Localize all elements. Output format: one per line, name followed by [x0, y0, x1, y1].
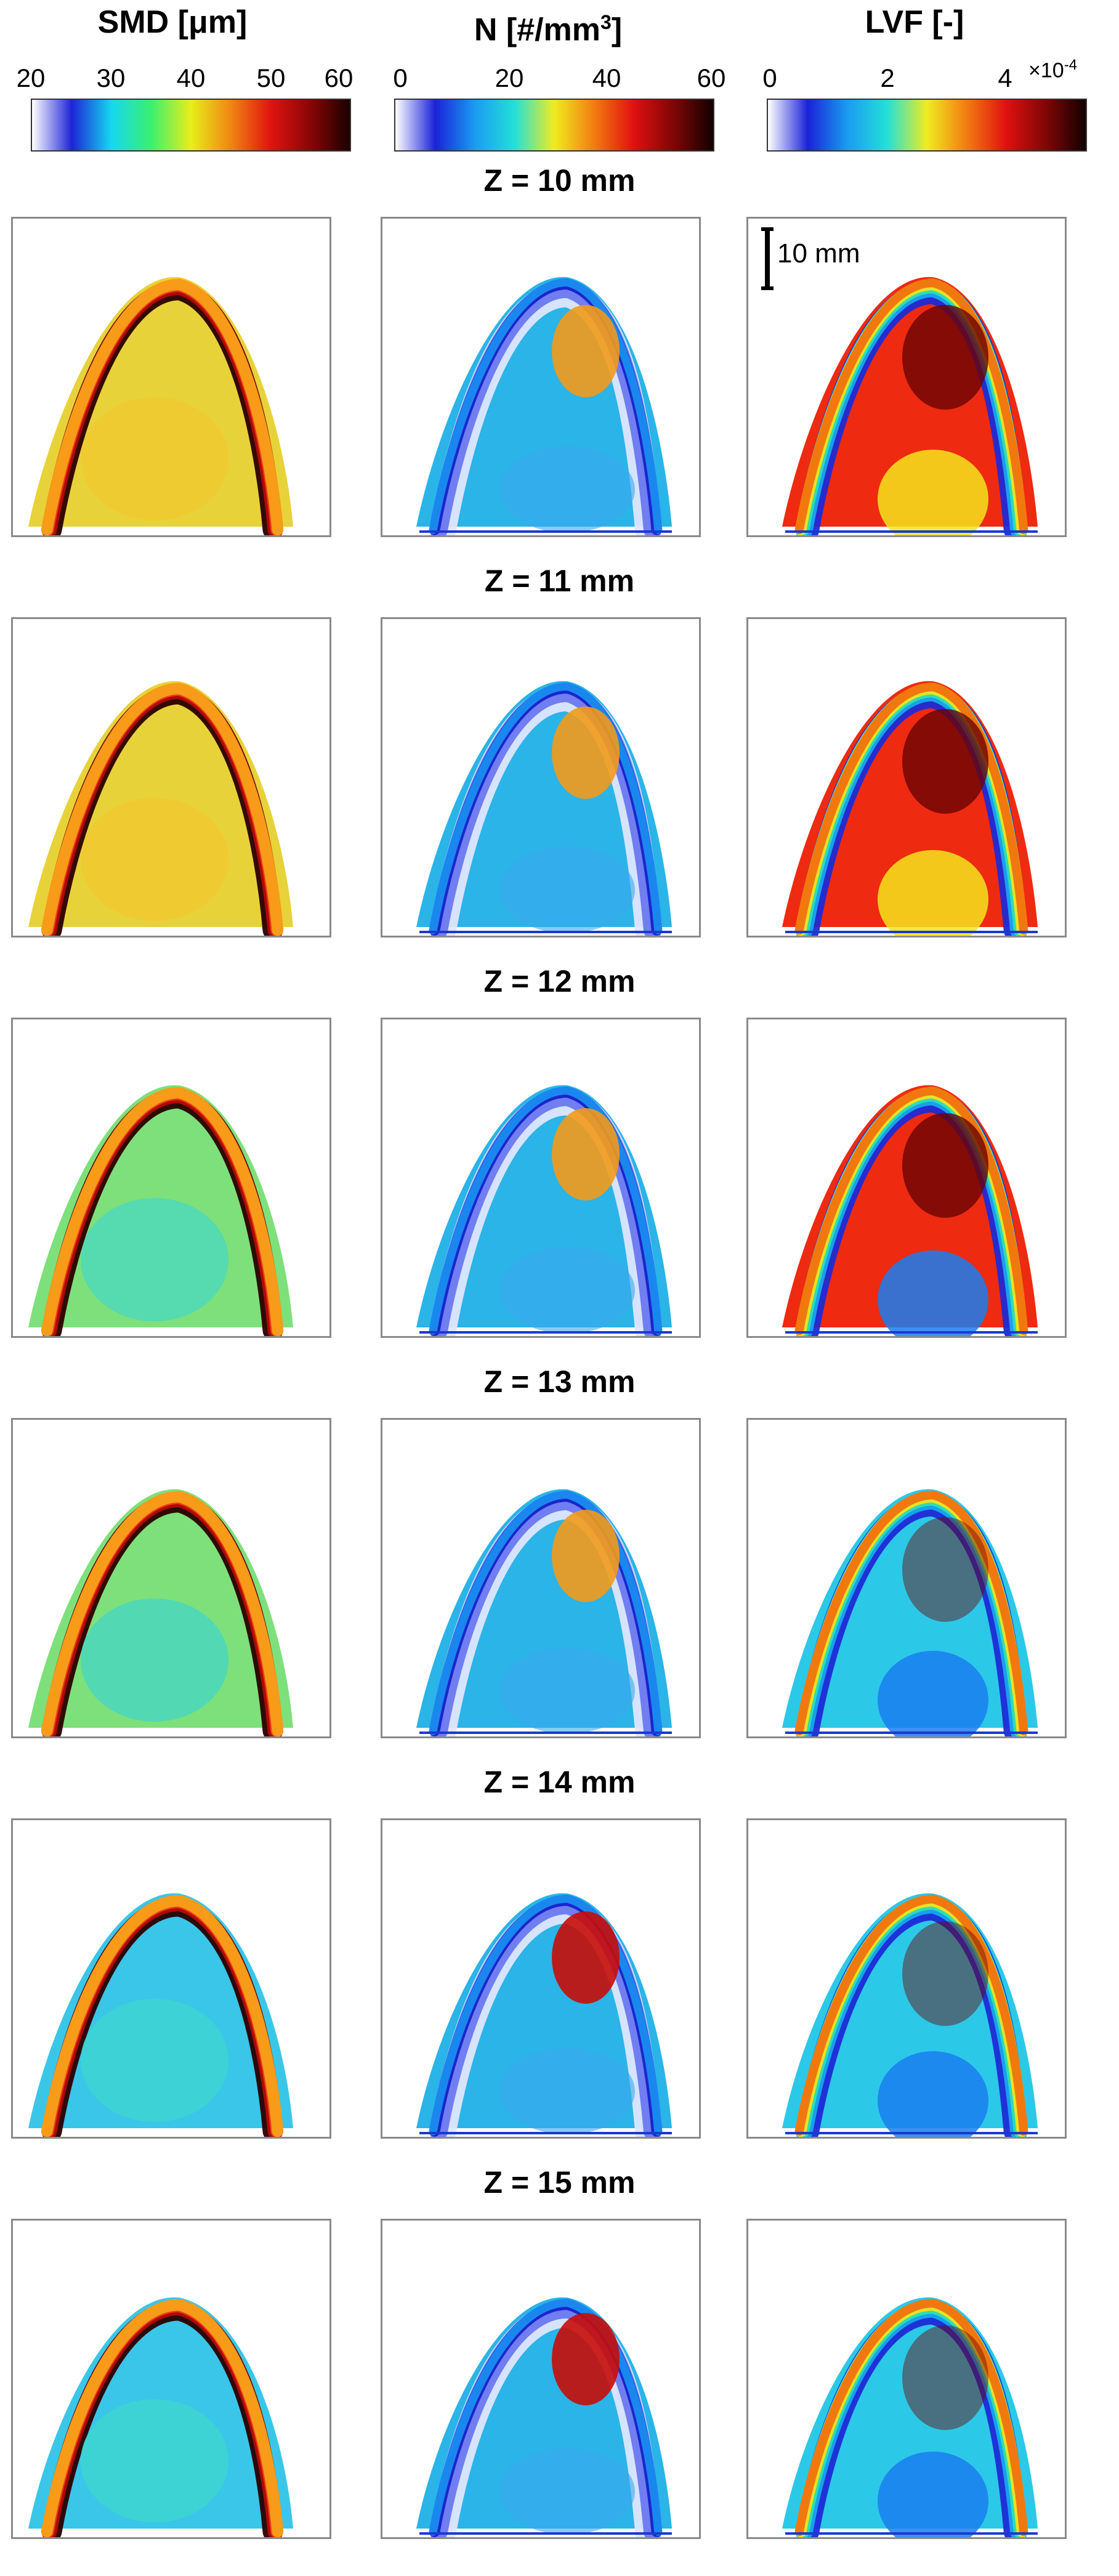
n-tick: 20 [495, 63, 524, 92]
z-label: Z = 15 mm [483, 2165, 636, 2200]
smd-tick: 50 [256, 63, 286, 92]
n-title-sup: 3 [600, 11, 612, 33]
scale-bar-cap-bottom [761, 286, 774, 290]
spray-image [782, 277, 1038, 535]
n-tick: 40 [592, 63, 621, 92]
lvf-tick: 0 [762, 63, 777, 92]
lvf-panel [746, 1818, 1067, 2139]
smd-panel [11, 2219, 331, 2539]
spray-image [416, 277, 672, 535]
lvf-tick: 4 [998, 63, 1012, 92]
spray-image [416, 2297, 672, 2537]
spray-image [28, 2297, 293, 2537]
smd-title: SMD [μm] [97, 4, 248, 40]
scale-bar-line [765, 229, 770, 289]
z-label: Z = 12 mm [483, 964, 636, 998]
scale-bar: 10 mm [761, 225, 860, 293]
n-tick: 60 [697, 63, 726, 92]
n-panel [381, 617, 701, 938]
spray-image [416, 1489, 672, 1736]
spray-image [782, 1893, 1038, 2137]
lvf-panel [746, 617, 1067, 938]
n-title: N [#/mm3] [376, 2, 721, 49]
spray-image [782, 1085, 1038, 1336]
smd-header: SMD [μm] 20 30 40 50 60 [0, 0, 353, 154]
smd-tick: 40 [176, 63, 206, 92]
smd-tick: 20 [16, 63, 46, 92]
smd-panel [11, 217, 331, 537]
lvf-panel [746, 1418, 1067, 1738]
smd-panel [11, 1018, 331, 1338]
z-label: Z = 14 mm [483, 1765, 636, 1799]
spray-image [416, 681, 672, 936]
spray-image [782, 1489, 1038, 1736]
spray-image [782, 681, 1038, 936]
z-label: Z = 10 mm [483, 163, 636, 198]
lvf-tick: 2 [880, 63, 895, 92]
spray-image [28, 277, 293, 535]
lvf-exponent-power: -4 [1064, 57, 1078, 73]
lvf-header: LVF [-] 0 2 4 ×10-4 [754, 0, 1099, 154]
lvf-title: LVF [-] [865, 4, 964, 40]
spray-image [28, 1489, 293, 1736]
n-panel [381, 1418, 701, 1738]
n-header: N [#/mm3] 0 20 40 60 [376, 0, 725, 154]
n-colorbar [394, 99, 714, 152]
smd-panel [11, 1818, 331, 2139]
spray-image [416, 1893, 672, 2137]
lvf-panel [746, 2219, 1067, 2539]
spray-image [28, 681, 293, 936]
spray-image [782, 2297, 1038, 2537]
spray-image [28, 1893, 293, 2137]
smd-panel [11, 617, 331, 938]
spray-image [28, 1085, 293, 1336]
n-title-main: N [#/mm [474, 12, 601, 48]
scale-bar-label: 10 mm [777, 238, 860, 269]
lvf-exponent-base: ×10 [1028, 59, 1064, 83]
n-panel [381, 1818, 701, 2139]
lvf-panel [746, 1018, 1067, 1338]
n-tick: 0 [393, 63, 408, 92]
n-panel [381, 1018, 701, 1338]
spray-image [416, 1085, 672, 1336]
smd-colorbar [31, 99, 351, 152]
smd-tick: 60 [324, 63, 353, 92]
n-title-end: ] [611, 12, 623, 48]
n-panel [381, 217, 701, 537]
z-label: Z = 13 mm [483, 1364, 636, 1399]
z-label: Z = 11 mm [484, 564, 635, 598]
n-panel [381, 2219, 701, 2539]
smd-tick: 30 [96, 63, 126, 92]
lvf-exponent: ×10-4 [1028, 57, 1077, 83]
lvf-colorbar [767, 99, 1087, 152]
lvf-panel [746, 217, 1067, 537]
smd-panel [11, 1418, 331, 1738]
